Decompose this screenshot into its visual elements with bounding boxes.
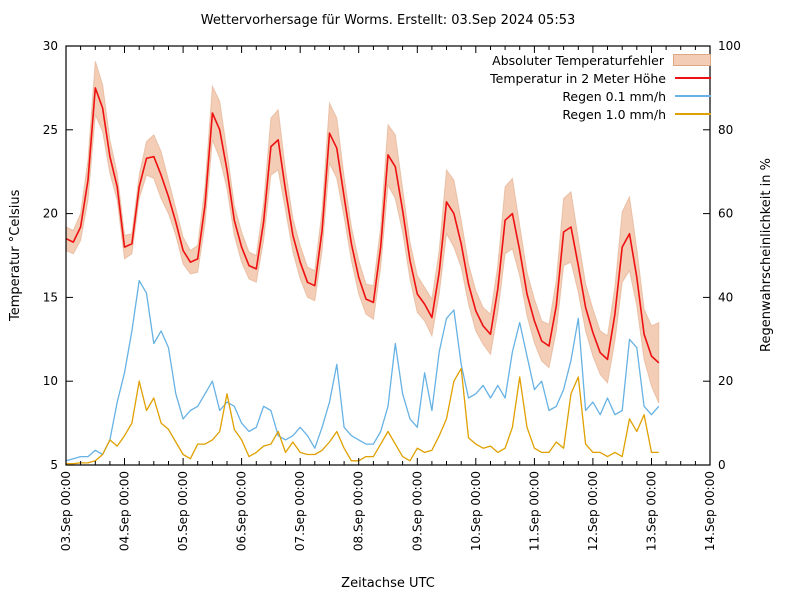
legend-item-rain-01: Regen 0.1 mm/h [490, 87, 711, 105]
legend: Absoluter Temperaturfehler Temperatur in… [490, 51, 711, 123]
svg-text:08.Sep 00:00: 08.Sep 00:00 [352, 471, 366, 551]
temperature-error-band [65, 60, 660, 404]
x-axis-ticks [65, 46, 711, 465]
svg-text:60: 60 [718, 207, 733, 221]
svg-text:14.Sep 00:00: 14.Sep 00:00 [703, 471, 717, 551]
svg-text:11.Sep 00:00: 11.Sep 00:00 [527, 471, 541, 551]
x-tick-labels: 03.Sep 00:00 04.Sep 00:00 05.Sep 00:00 06.S… [59, 471, 717, 551]
rain-01-line-swatch [675, 95, 711, 97]
legend-item-temperature: Temperatur in 2 Meter Höhe [490, 69, 711, 87]
svg-text:20: 20 [718, 374, 733, 388]
svg-text:20: 20 [43, 207, 58, 221]
svg-text:10: 10 [43, 374, 58, 388]
y-axis-right-label: Regenwahrscheinlichkeit in % [759, 158, 774, 353]
y-right-tick-labels: 0 20 40 60 80 100 [718, 39, 741, 472]
svg-text:03.Sep 00:00: 03.Sep 00:00 [59, 471, 73, 551]
svg-text:04.Sep 00:00: 04.Sep 00:00 [118, 471, 132, 551]
svg-text:09.Sep 00:00: 09.Sep 00:00 [410, 471, 424, 551]
svg-text:5: 5 [50, 458, 58, 472]
legend-label: Absoluter Temperaturfehler [492, 52, 664, 68]
svg-text:25: 25 [43, 123, 58, 137]
svg-text:0: 0 [718, 458, 726, 472]
svg-text:10.Sep 00:00: 10.Sep 00:00 [469, 471, 483, 551]
svg-text:12.Sep 00:00: 12.Sep 00:00 [586, 471, 600, 551]
legend-label: Regen 0.1 mm/h [562, 88, 666, 104]
rain-01-line [65, 279, 660, 462]
legend-item-rain-10: Regen 1.0 mm/h [490, 105, 711, 123]
error-band-swatch [673, 54, 711, 66]
legend-label: Regen 1.0 mm/h [562, 106, 666, 122]
svg-text:80: 80 [718, 123, 733, 137]
legend-label: Temperatur in 2 Meter Höhe [490, 70, 666, 86]
y-axis-left-label: Temperatur °Celsius [8, 189, 23, 322]
chart-title: Wettervorhersage für Worms. Erstellt: 03… [200, 13, 576, 28]
svg-text:05.Sep 00:00: 05.Sep 00:00 [176, 471, 190, 551]
y-left-tick-labels: 5 10 15 20 25 30 [43, 39, 58, 472]
rain-10-line [66, 367, 659, 465]
svg-text:30: 30 [43, 39, 58, 53]
svg-text:100: 100 [718, 39, 741, 53]
svg-text:07.Sep 00:00: 07.Sep 00:00 [293, 471, 307, 551]
x-axis-label: Zeitachse UTC [341, 576, 435, 591]
temperature-line [65, 87, 660, 364]
legend-item-temperature-error: Absoluter Temperaturfehler [490, 51, 711, 69]
svg-text:40: 40 [718, 290, 733, 304]
y-axis-ticks [66, 45, 710, 466]
svg-text:06.Sep 00:00: 06.Sep 00:00 [235, 471, 249, 551]
svg-text:13.Sep 00:00: 13.Sep 00:00 [645, 471, 659, 551]
svg-text:15: 15 [43, 290, 58, 304]
temperature-line-swatch [675, 77, 711, 79]
rain-10-line-swatch [675, 113, 711, 115]
